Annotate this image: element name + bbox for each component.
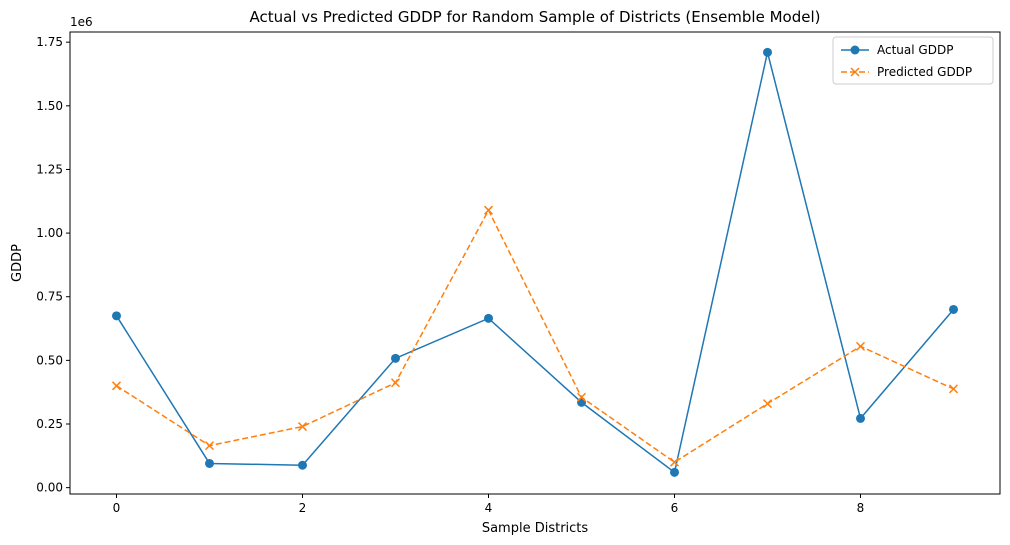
legend-marker <box>850 67 860 77</box>
y-axis-label: GDDP <box>10 244 25 282</box>
y-tick-label: 1.00 <box>36 226 63 240</box>
data-point-predicted <box>855 341 866 351</box>
x-tick-label: 8 <box>857 501 865 515</box>
data-point-predicted <box>297 422 308 432</box>
legend-box <box>832 36 994 85</box>
data-point-actual <box>670 467 679 477</box>
x-axis-label: Sample Districts <box>482 521 589 536</box>
data-point-predicted <box>204 441 215 451</box>
series-line-2 <box>116 208 954 464</box>
data-point-actual <box>949 304 958 314</box>
data-point-actual <box>856 413 865 423</box>
legend: Actual GDDP Predicted GDDP <box>832 36 994 85</box>
y-tick-label: 0.75 <box>36 290 63 304</box>
legend-marker <box>850 45 860 55</box>
data-point-predicted <box>111 381 122 391</box>
legend-label: Predicted GDDP <box>877 65 972 79</box>
data-point-actual <box>298 460 307 470</box>
y-tick-label: 1.75 <box>36 35 63 49</box>
chart-title: Actual vs Predicted GDDP for Random Samp… <box>250 8 821 26</box>
y-tick-label: 1.50 <box>36 99 63 113</box>
data-point-predicted <box>948 384 959 394</box>
data-point-actual <box>112 311 121 321</box>
y-offset-label: 1e6 <box>70 15 93 29</box>
x-tick-label: 4 <box>485 501 493 515</box>
x-tick-label: 2 <box>299 501 307 515</box>
y-tick-label: 0.00 <box>36 481 63 495</box>
legend-label: Actual GDDP <box>877 43 953 57</box>
y-tick-label: 1.25 <box>36 162 63 176</box>
y-tick-label: 0.25 <box>36 417 63 431</box>
plot-frame <box>69 31 1001 495</box>
x-tick-label: 6 <box>671 501 679 515</box>
data-point-predicted <box>483 205 494 215</box>
data-point-predicted <box>762 399 773 409</box>
data-point-actual <box>391 353 400 363</box>
data-point-predicted <box>669 457 680 467</box>
plot-area: 0 2 4 6 8 0.00 0.25 0.50 0.75 1.00 1.25 1.50 1.75 <box>36 35 959 515</box>
data-point-predicted <box>576 392 587 402</box>
x-tick-label: 0 <box>113 501 121 515</box>
data-point-actual <box>484 313 493 323</box>
data-point-predicted <box>390 378 401 388</box>
series-line-1 <box>115 52 955 474</box>
y-tick-label: 0.50 <box>36 353 63 367</box>
data-point-actual <box>205 458 214 468</box>
data-point-actual <box>763 47 772 57</box>
